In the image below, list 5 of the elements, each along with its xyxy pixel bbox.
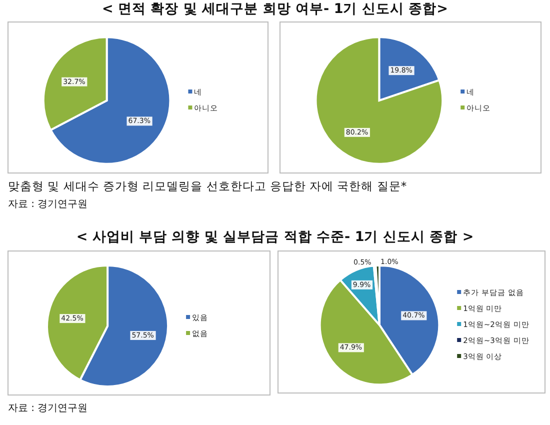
text: 맞춤형 및 세대수 증가형 리모델링을 선호한다고 응답한 자에 국한해 질문* <box>8 179 407 193</box>
text: < 사업비 부담 의향 및 실부담금 적합 수준- 1기 신도시 종합 > <box>76 229 474 245</box>
text: 자료 : 경기연구원 <box>8 403 88 414</box>
text: 자료 : 경기연구원 <box>8 199 88 210</box>
text: < 면적 확장 및 세대구분 희망 여부- 1기 신도시 종합> <box>102 1 448 17</box>
